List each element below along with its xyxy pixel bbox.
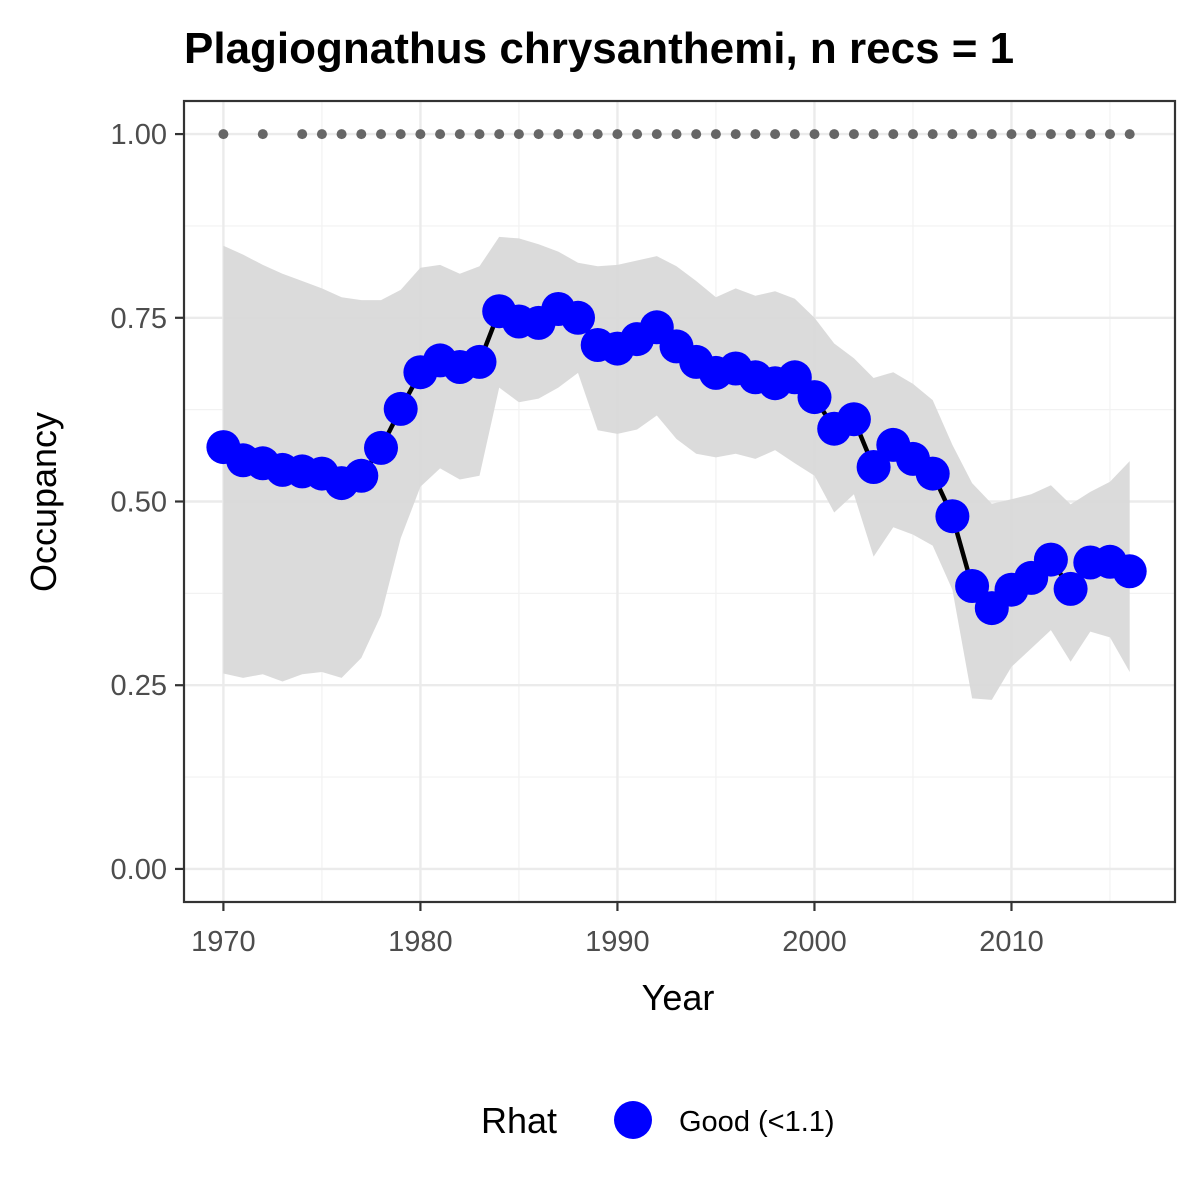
occupancy-points [206,292,1147,626]
occupancy-point-2008 [955,569,990,603]
record-dot-1977 [356,129,367,140]
record-dot-1998 [770,129,781,140]
occupancy-point-1983 [462,344,497,379]
occupancy-point-2002 [836,402,871,437]
record-dot-2009 [986,129,997,140]
record-dot-2001 [829,129,840,140]
occupancy-point-2012 [1033,542,1068,577]
legend-key-good [614,1101,652,1139]
record-dot-2005 [908,129,918,140]
record-dot-1994 [691,129,702,140]
occupancy-point-2000 [797,380,832,415]
record-dot-1997 [750,129,761,140]
x-tick-label: 1980 [388,926,453,958]
occupancy-point-2006 [915,456,950,491]
x-tick-label: 2010 [979,926,1044,958]
y-tick-label: 0.25 [111,670,167,702]
x-tick-label: 1990 [585,926,650,958]
record-dot-1980 [415,129,426,140]
record-dot-1970 [218,129,229,140]
y-tick-label: 1.00 [111,119,167,151]
record-dot-2000 [809,129,820,140]
record-dot-1972 [257,129,268,140]
record-dot-1983 [474,129,485,140]
record-dot-2016 [1124,129,1135,140]
record-dot-1988 [573,129,583,140]
y-tick-label: 0.75 [111,303,167,335]
record-dot-1975 [316,129,327,140]
record-dot-1981 [435,129,446,140]
record-dot-2012 [1045,129,1056,140]
y-tick-label: 0.00 [111,854,167,886]
x-tick-label: 1970 [191,926,256,958]
occupancy-point-2003 [856,450,891,484]
legend: Rhat Good (<1.1) [481,1100,835,1141]
occupancy-point-1988 [561,300,595,335]
record-dot-1992 [651,129,662,140]
record-dot-1976 [336,129,347,140]
occupancy-point-1979 [383,391,418,426]
record-dot-1979 [395,129,406,140]
legend-label-good: Good (<1.1) [679,1106,835,1138]
x-axis-title: Year [642,977,715,1018]
record-dot-2007 [947,129,958,140]
y-tick-label: 0.50 [111,487,167,519]
record-dot-1995 [710,129,721,140]
record-dot-1996 [730,129,741,140]
y-axis: 0.00 0.25 0.50 0.75 1.00 [111,119,184,886]
record-dot-1991 [632,129,643,140]
record-dot-2008 [967,129,978,140]
record-dot-1999 [789,129,800,140]
record-dot-1986 [533,129,544,140]
record-dot-1978 [376,129,386,140]
record-dot-1982 [454,129,465,140]
record-dot-1989 [592,129,603,140]
record-year-dots [218,129,1135,140]
occupancy-point-2007 [935,499,970,534]
legend-title: Rhat [481,1100,557,1141]
occupancy-point-2013 [1053,571,1088,606]
record-dot-2003 [868,129,879,140]
record-dot-1987 [553,129,564,140]
x-axis: 1970 1980 1990 2000 2010 [191,902,1044,958]
record-dot-1984 [494,129,505,140]
record-dot-2015 [1105,129,1115,140]
occupancy-point-2016 [1112,554,1147,589]
x-tick-label: 2000 [782,926,847,958]
occupancy-point-1977 [344,458,379,493]
record-dot-2006 [927,129,938,140]
record-dot-2002 [848,129,859,140]
record-dot-2011 [1026,129,1037,140]
record-dot-2014 [1085,129,1096,140]
record-dot-2010 [1006,129,1017,140]
record-dot-1990 [612,129,623,140]
y-axis-title: Occupancy [23,412,64,592]
record-dot-1985 [513,129,524,140]
record-dot-2004 [888,129,899,140]
chart-title: Plagiognathus chrysanthemi, n recs = 1 [184,24,1014,73]
record-dot-1993 [671,129,682,140]
record-dot-2013 [1065,129,1076,140]
record-dot-1974 [297,129,308,140]
occupancy-point-1978 [364,430,398,465]
